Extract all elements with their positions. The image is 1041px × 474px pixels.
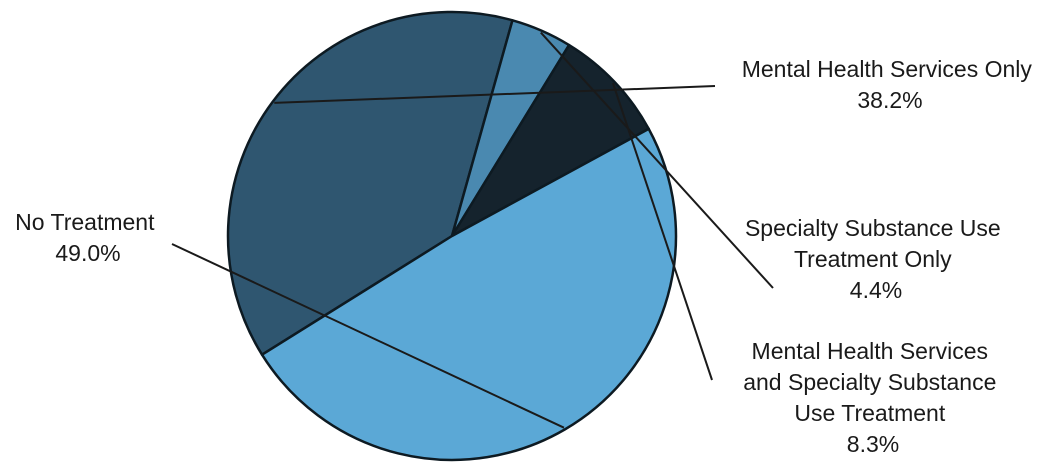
leader-line-sud [540, 31, 774, 289]
label-mental-health-only-line-1: Mental Health Services Only [742, 56, 1033, 82]
label-substance-use-only: Specialty Substance Use Treatment Only 4… [745, 215, 1007, 303]
label-both-treatments: Mental Health Services and Specialty Sub… [743, 338, 1003, 457]
leader-line-both [612, 82, 713, 381]
label-mental-health-only-percent: 38.2% [857, 87, 922, 113]
label-both-treatments-percent: 8.3% [847, 431, 899, 457]
label-both-treatments-line-2: and Specialty Substance [743, 369, 996, 395]
label-substance-use-only-line-1: Specialty Substance Use [745, 215, 1001, 241]
leader-line-none [171, 243, 565, 429]
leader-lines-layer [171, 31, 774, 429]
label-no-treatment: No Treatment 49.0% [15, 209, 161, 266]
pie-slice-mh [226, 10, 514, 356]
label-substance-use-only-line-2: Treatment Only [794, 246, 952, 272]
label-mental-health-only: Mental Health Services Only 38.2% [742, 56, 1039, 113]
label-no-treatment-percent: 49.0% [55, 240, 120, 266]
label-both-treatments-line-1: Mental Health Services [752, 338, 989, 364]
label-no-treatment-line-1: No Treatment [15, 209, 155, 235]
pie-slice-none [260, 127, 678, 462]
label-both-treatments-line-3: Use Treatment [794, 400, 945, 426]
leader-line-mh [274, 85, 716, 104]
pie-slice-both [450, 43, 650, 238]
label-substance-use-only-percent: 4.4% [850, 277, 902, 303]
slices-layer [226, 10, 678, 462]
